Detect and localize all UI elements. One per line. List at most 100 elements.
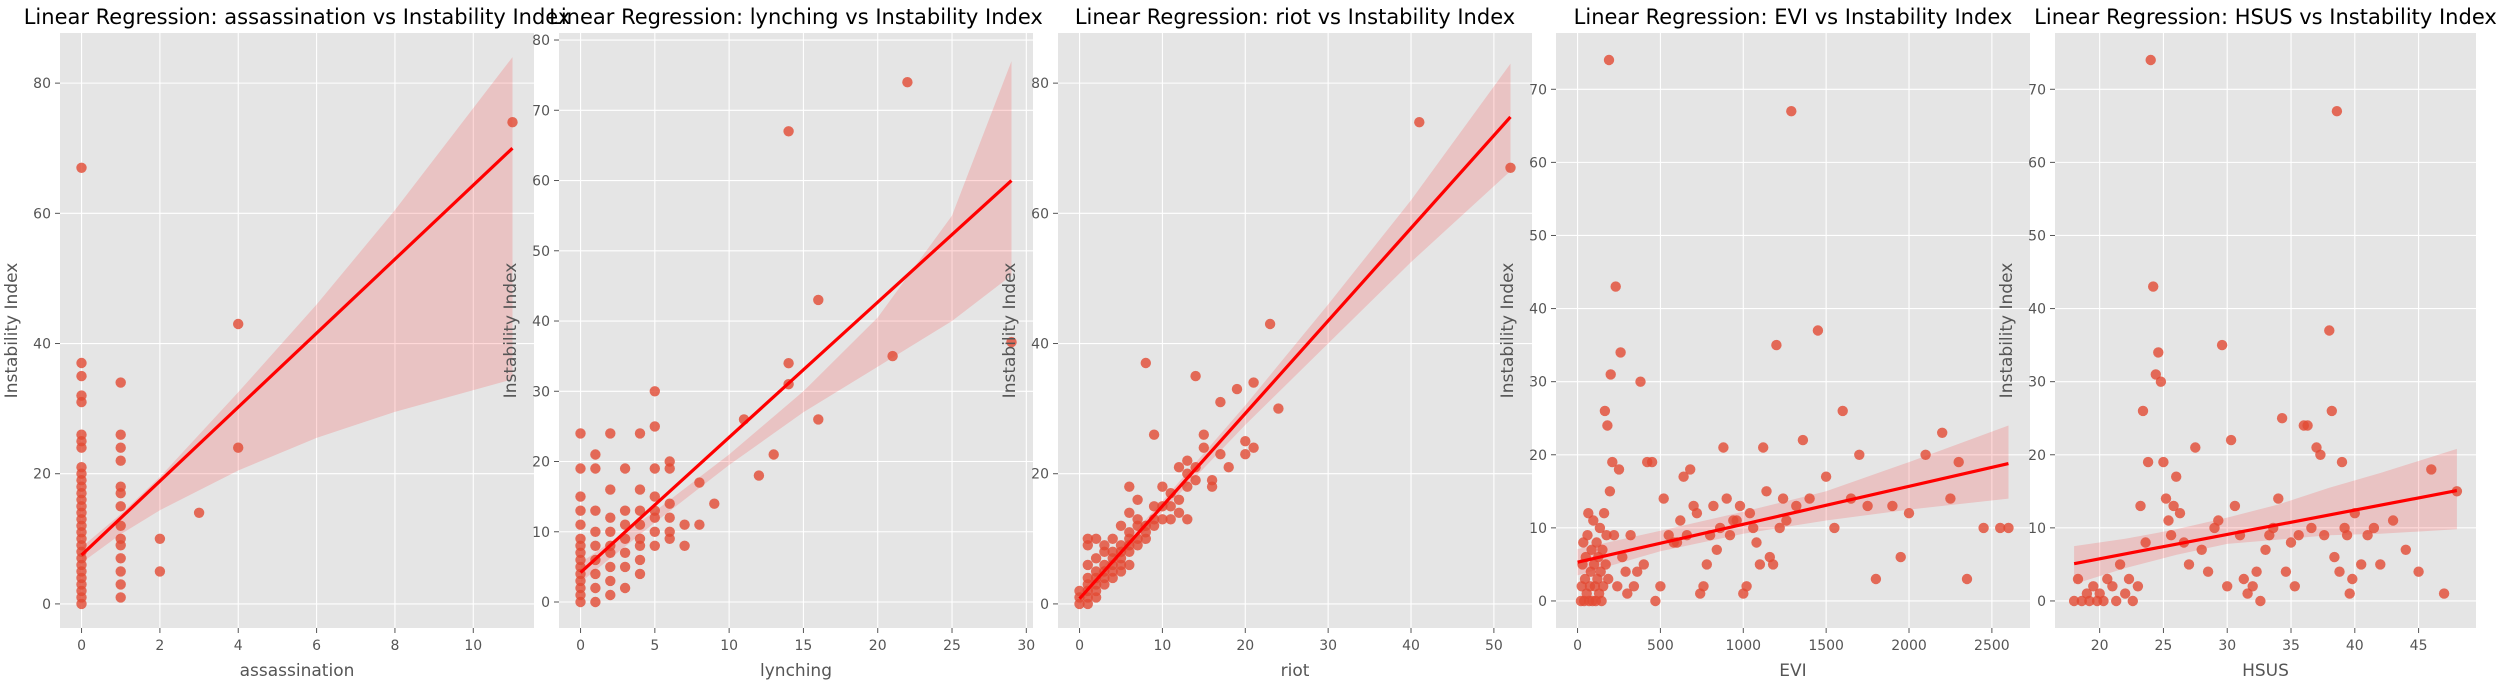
data-point <box>2438 588 2450 599</box>
data-point <box>1582 530 1593 541</box>
data-point <box>2150 369 2161 380</box>
data-point <box>2148 281 2159 292</box>
data-point <box>2140 537 2151 548</box>
data-point <box>887 350 898 362</box>
data-point <box>1791 500 1802 512</box>
x-tick-label: 25 <box>2155 638 2173 654</box>
y-axis-label: Instability Index <box>1498 263 1518 399</box>
confidence-band <box>2074 448 2457 585</box>
data-point <box>1124 559 1135 571</box>
regression-line <box>2073 489 2458 566</box>
data-point <box>1107 546 1118 557</box>
data-point <box>2315 449 2326 460</box>
regression-line <box>80 147 514 557</box>
data-point <box>2132 581 2144 592</box>
data-point <box>664 463 675 474</box>
data-point <box>2319 530 2330 541</box>
data-point <box>2168 500 2179 512</box>
x-tick-label: 4 <box>234 638 243 654</box>
data-point <box>1685 464 1696 475</box>
data-point <box>694 477 705 488</box>
x-tick-label: 1000 <box>1725 638 1761 654</box>
scatter-points <box>1074 117 1516 610</box>
y-tick-label: 60 <box>33 206 51 222</box>
data-point <box>575 428 586 439</box>
data-point <box>2213 515 2224 526</box>
data-point <box>2289 581 2300 592</box>
x-tick-label: 8 <box>390 638 399 654</box>
scatter-points <box>575 77 1017 608</box>
x-tick-label: 30 <box>1319 638 1337 654</box>
data-point <box>1248 442 1259 453</box>
data-point <box>76 598 87 610</box>
y-tick-label: 10 <box>1529 521 1547 537</box>
data-point <box>1995 522 2006 534</box>
data-point <box>115 566 126 577</box>
data-point <box>1598 508 1610 519</box>
x-tick-label: 10 <box>464 638 482 654</box>
data-point <box>1603 54 1615 66</box>
data-point <box>649 421 660 432</box>
data-point <box>2400 544 2411 555</box>
data-point <box>694 519 705 530</box>
data-point <box>575 596 586 608</box>
data-point <box>1414 117 1425 128</box>
y-tick-label: 60 <box>2028 155 2046 171</box>
data-point <box>1767 559 1779 570</box>
data-point <box>2111 595 2122 607</box>
data-point <box>2273 493 2284 504</box>
data-point <box>634 484 646 495</box>
data-point <box>1751 537 1762 548</box>
subplot-title: Linear Regression: EVI vs Instability In… <box>1574 5 2013 29</box>
data-point <box>619 582 631 594</box>
data-point <box>233 442 244 453</box>
scatter-points <box>2068 54 2463 607</box>
data-point <box>2368 522 2380 534</box>
data-point <box>605 575 616 587</box>
data-point <box>679 519 690 530</box>
data-point <box>1646 456 1658 468</box>
data-point <box>2183 559 2195 570</box>
data-point <box>813 414 824 425</box>
data-point <box>1698 581 1709 592</box>
data-point <box>1862 500 1873 512</box>
y-tick-label: 0 <box>2037 594 2046 610</box>
data-point <box>1761 486 1772 497</box>
y-tick-label: 30 <box>532 384 550 400</box>
data-point <box>1190 475 1201 486</box>
x-tick-label: 0 <box>77 638 86 654</box>
y-tick-label: 40 <box>33 337 51 353</box>
data-point <box>1115 520 1127 531</box>
data-point <box>1594 522 1606 534</box>
subplot-5: 20 25 30 35 40 45 0 10 20 30 40 50 60 70 Linear Regres… <box>1997 5 2497 681</box>
data-point <box>2341 530 2353 541</box>
data-point <box>575 505 586 516</box>
data-point <box>1777 493 1789 504</box>
x-tick-label: 500 <box>1647 638 1674 654</box>
data-point <box>1140 357 1152 369</box>
data-point <box>2174 508 2186 519</box>
y-tick-label: 80 <box>33 76 51 92</box>
data-point <box>115 429 126 440</box>
data-point <box>154 533 166 544</box>
data-point <box>1655 581 1666 592</box>
data-point <box>575 519 586 530</box>
x-tick-label: 1500 <box>1808 638 1844 654</box>
data-point <box>2413 566 2424 577</box>
y-tick-label: 30 <box>1529 375 1547 391</box>
data-point <box>1953 456 1964 468</box>
data-point <box>2190 442 2201 453</box>
data-point <box>1215 449 1226 460</box>
data-point <box>2120 588 2131 599</box>
data-point <box>619 463 631 474</box>
data-point <box>2280 566 2292 577</box>
data-point <box>649 491 660 502</box>
data-point <box>1635 376 1646 387</box>
data-point <box>619 505 631 516</box>
data-point <box>115 442 126 453</box>
data-point <box>1124 527 1135 538</box>
data-point <box>1190 370 1201 382</box>
data-point <box>2324 325 2335 336</box>
